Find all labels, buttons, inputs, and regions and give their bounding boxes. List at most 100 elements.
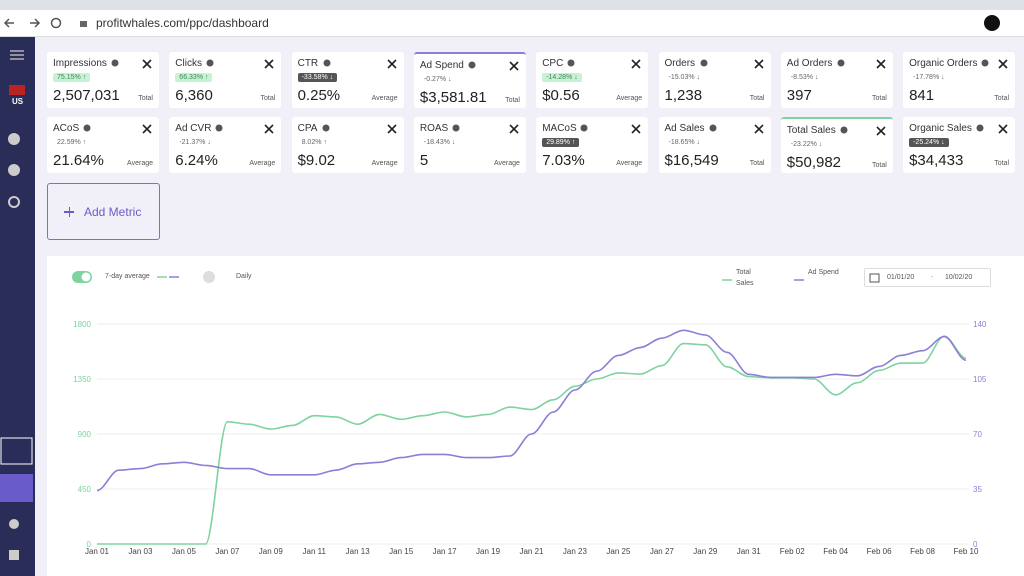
close-icon[interactable] xyxy=(753,124,764,134)
region[interactable]: US xyxy=(11,97,24,106)
metric-value: 397 xyxy=(786,87,812,104)
close-icon[interactable] xyxy=(264,59,274,69)
info-icon xyxy=(452,124,460,132)
metric-change: -0.27% ↓ xyxy=(419,75,456,84)
close-icon[interactable] xyxy=(876,126,886,136)
date-to: 10/02/20 xyxy=(945,274,973,281)
chart-panel: 7-day average Daily Total Sales Ad Spend … xyxy=(47,256,1024,576)
toggle[interactable] xyxy=(72,271,92,283)
close-icon[interactable] xyxy=(998,59,1008,69)
x-tick-label: Jan 23 xyxy=(563,547,588,556)
close-x xyxy=(753,124,764,134)
metric-footer: Average xyxy=(371,95,398,102)
info-dot xyxy=(206,59,214,67)
metric-card: Organic Sales -25.24% ↓ $34,433 Total xyxy=(903,117,1016,173)
url[interactable]: profitwhales.com/ppc/dashboard xyxy=(96,16,269,30)
metric-change: -18.43% ↓ xyxy=(419,138,460,147)
metric-name: Ad Orders xyxy=(786,58,833,69)
metric-card: ACoS 22.59% ↑ 21.64% Average xyxy=(47,117,159,173)
metric-value: 2,507,031 xyxy=(53,87,120,104)
y2-tick-label: 35 xyxy=(973,485,982,494)
close-x xyxy=(509,124,519,134)
x-tick-label: Jan 21 xyxy=(519,547,544,556)
x-tick-label: Jan 11 xyxy=(303,547,327,556)
profile[interactable] xyxy=(982,10,1022,37)
info-dot xyxy=(709,124,716,132)
close-icon[interactable] xyxy=(387,124,397,134)
metric-footer: Total xyxy=(505,97,520,104)
address-bar[interactable]: profitwhales.com/ppc/dashboard xyxy=(0,10,1024,37)
x-tick-label: Feb 08 xyxy=(910,547,935,556)
metric-card: Total Sales -23.22% ↓ $50,982 Total xyxy=(780,117,893,173)
info-icon xyxy=(709,124,716,132)
metric-card: Ad Orders -8.53% ↓ 397 Total xyxy=(780,52,893,108)
x-tick-label: Feb 06 xyxy=(867,547,892,556)
close-icon[interactable] xyxy=(631,59,641,69)
add-metric-button[interactable]: Add Metric xyxy=(47,183,160,240)
close-icon[interactable] xyxy=(142,124,152,134)
metric-change: 22.59% ↑ xyxy=(53,138,91,147)
info-icon xyxy=(840,126,848,134)
info-icon xyxy=(468,61,476,69)
metric-card: CPC -14.28% ↓ $0.56 Average xyxy=(536,52,649,108)
metric-name: Ad CVR xyxy=(175,123,212,134)
close-icon[interactable] xyxy=(142,59,152,69)
x-tick-label: Jan 05 xyxy=(172,547,197,556)
close-icon[interactable] xyxy=(753,59,764,69)
close-x xyxy=(998,124,1008,134)
metric-card: Ad Sales -18.65% ↓ $16,549 Total xyxy=(658,117,771,173)
chart: 0 450 900 1350 1800 0 35 70 105 140 Jan 01 Jan 03 Ja… xyxy=(73,320,987,556)
close-icon[interactable] xyxy=(264,124,274,134)
metric-value: 5 xyxy=(419,152,429,169)
close-icon[interactable] xyxy=(876,59,886,69)
info-icon xyxy=(976,124,984,132)
metric-change: -17.78% ↓ xyxy=(909,73,949,82)
info-dot xyxy=(837,59,845,67)
close-icon[interactable] xyxy=(998,124,1008,134)
metric-card: CPA 8.02% ↑ $9.02 Average xyxy=(291,117,404,173)
calendar-icon xyxy=(869,273,880,283)
metric-change: -23.22% ↓ xyxy=(786,140,827,149)
metric-card: CTR -33.58% ↓ 0.25% Average xyxy=(291,52,404,108)
close-icon[interactable] xyxy=(509,124,519,134)
x-tick-label: Jan 27 xyxy=(650,547,675,556)
metric-change: 66.33% ↑ xyxy=(175,73,213,82)
metric-change: 8.02% ↑ xyxy=(297,138,331,147)
close-x xyxy=(631,59,641,69)
x-tick-label: Jan 17 xyxy=(433,547,458,556)
date-range[interactable]: 01/01/20 - 10/02/20 xyxy=(864,268,991,287)
legend-swatch xyxy=(794,279,804,281)
close-x xyxy=(876,126,886,136)
metric-value: 841 xyxy=(909,87,935,104)
info-icon xyxy=(981,59,989,67)
metric-name: Impressions xyxy=(53,58,107,69)
close-x xyxy=(876,59,886,69)
close-icon[interactable] xyxy=(509,61,519,71)
metric-name: ACoS xyxy=(53,123,80,134)
x-tick-label: Jan 03 xyxy=(128,547,153,556)
metric-name: Organic Orders xyxy=(909,58,978,69)
info-dot xyxy=(323,59,331,67)
metric-footer: Total xyxy=(872,95,887,102)
metric-value: $0.56 xyxy=(542,87,580,104)
info-dot xyxy=(111,59,119,67)
info-dot xyxy=(580,124,588,132)
metric-name: Clicks xyxy=(175,58,202,69)
close-icon[interactable] xyxy=(631,124,641,134)
metric-name: Orders xyxy=(664,58,696,69)
info-dot xyxy=(700,59,707,67)
average-label: 7-day average xyxy=(105,273,150,280)
metric-value: 0.25% xyxy=(297,87,341,104)
info-icon xyxy=(206,59,214,67)
close-icon[interactable] xyxy=(387,59,397,69)
x-tick-label: Jan 31 xyxy=(737,547,762,556)
metric-card: Organic Orders -17.78% ↓ 841 Total xyxy=(903,52,1016,108)
metric-value: $16,549 xyxy=(664,152,719,169)
info-icon xyxy=(323,59,331,67)
close-x xyxy=(264,124,274,134)
metric-card: Ad Spend -0.27% ↓ $3,581.81 Total xyxy=(413,52,526,108)
legend-swatch xyxy=(722,279,732,281)
daily-toggle[interactable] xyxy=(202,270,216,284)
metric-value: $34,433 xyxy=(909,152,964,169)
